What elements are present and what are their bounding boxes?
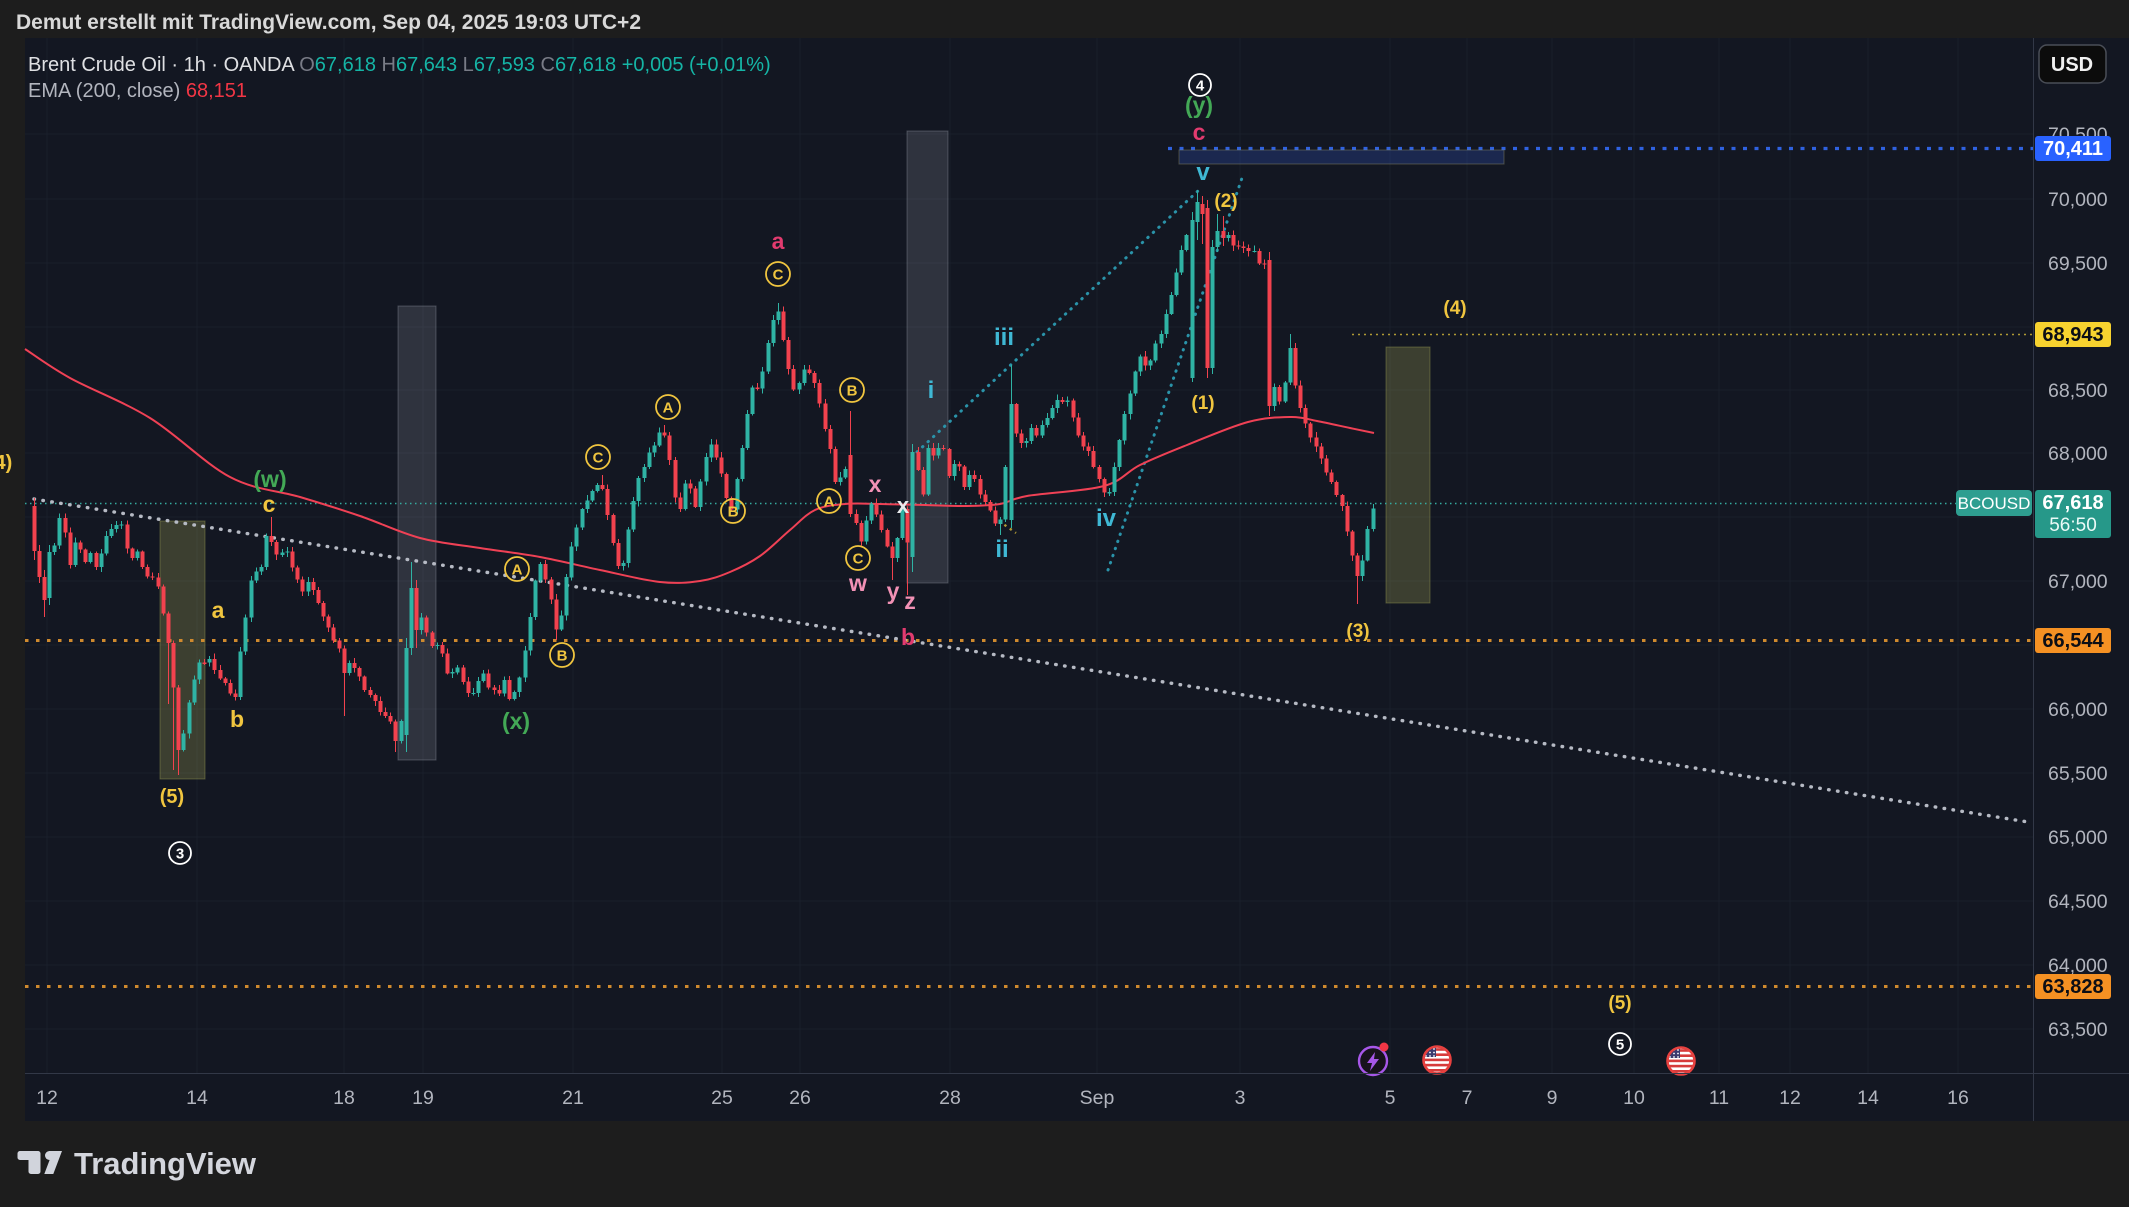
- svg-text:iii: iii: [994, 324, 1014, 351]
- svg-text:28: 28: [939, 1087, 961, 1109]
- svg-text:B: B: [847, 382, 858, 399]
- svg-text:67,618: 67,618: [2042, 492, 2103, 514]
- svg-text:TradingView: TradingView: [74, 1146, 257, 1181]
- svg-text:5: 5: [1616, 1037, 1624, 1054]
- svg-text:y: y: [887, 578, 900, 604]
- svg-text:18: 18: [333, 1087, 355, 1109]
- svg-text:EMA (200, close) 68,151: EMA (200, close) 68,151: [28, 80, 247, 102]
- svg-text:b: b: [230, 706, 244, 732]
- svg-text:B: B: [557, 647, 568, 664]
- svg-text:7: 7: [1462, 1087, 1473, 1109]
- svg-text:21: 21: [562, 1087, 584, 1109]
- svg-text:63,828: 63,828: [2042, 976, 2103, 998]
- svg-text:68,500: 68,500: [2048, 380, 2108, 402]
- svg-text:63,500: 63,500: [2048, 1019, 2108, 1041]
- svg-text:65,000: 65,000: [2048, 827, 2108, 849]
- svg-text:65,500: 65,500: [2048, 763, 2108, 785]
- svg-text:(4): (4): [1443, 298, 1466, 319]
- svg-text:11: 11: [1709, 1087, 1729, 1109]
- svg-text:(5): (5): [1608, 993, 1631, 1014]
- svg-text:a: a: [772, 228, 785, 254]
- svg-text:(x): (x): [502, 708, 530, 734]
- svg-text:3: 3: [176, 846, 184, 863]
- svg-text:c: c: [263, 491, 276, 517]
- svg-text:69,500: 69,500: [2048, 253, 2108, 275]
- svg-text:Sep: Sep: [1080, 1087, 1115, 1109]
- svg-text:26: 26: [789, 1087, 811, 1109]
- svg-text:14: 14: [186, 1087, 208, 1109]
- svg-text:(5): (5): [160, 786, 184, 808]
- svg-text:(2): (2): [1214, 191, 1237, 212]
- svg-text:c: c: [1193, 119, 1206, 145]
- svg-text:v: v: [1196, 159, 1210, 186]
- svg-text:70,000: 70,000: [2048, 189, 2108, 211]
- svg-text:(1): (1): [1191, 393, 1214, 414]
- svg-text:(4): (4): [0, 452, 12, 474]
- svg-text:b: b: [901, 624, 915, 650]
- svg-text:25: 25: [711, 1087, 733, 1109]
- svg-text:64,500: 64,500: [2048, 891, 2108, 913]
- svg-text:a: a: [212, 597, 225, 623]
- svg-text:C: C: [773, 266, 784, 283]
- svg-text:(w): (w): [253, 466, 286, 492]
- svg-text:19: 19: [412, 1087, 434, 1109]
- svg-text:BCOUSD: BCOUSD: [1958, 494, 2031, 513]
- svg-text:x: x: [897, 493, 910, 518]
- svg-text:B: B: [728, 503, 739, 520]
- svg-text:Brent Crude Oil · 1h · OANDA: Brent Crude Oil · 1h · OANDA O67,618 H67…: [28, 54, 771, 76]
- svg-text:12: 12: [1779, 1087, 1801, 1109]
- svg-text:C: C: [853, 550, 864, 567]
- svg-text:9: 9: [1547, 1087, 1558, 1109]
- svg-text:A: A: [663, 399, 674, 416]
- svg-text:z: z: [904, 588, 916, 614]
- svg-text:66,544: 66,544: [2042, 630, 2104, 652]
- svg-text:14: 14: [1857, 1087, 1879, 1109]
- svg-text:ii: ii: [995, 536, 1008, 563]
- svg-text:iv: iv: [1096, 505, 1117, 532]
- svg-text:C: C: [593, 449, 604, 466]
- svg-text:68,943: 68,943: [2042, 324, 2103, 346]
- svg-text:56:50: 56:50: [2049, 515, 2097, 536]
- svg-text:i: i: [928, 377, 935, 404]
- svg-text:70,411: 70,411: [2043, 138, 2103, 160]
- svg-text:x: x: [869, 471, 882, 497]
- svg-text:A: A: [512, 561, 523, 578]
- svg-text:67,000: 67,000: [2048, 571, 2108, 593]
- svg-text:4: 4: [1196, 78, 1205, 95]
- svg-text:USD: USD: [2051, 54, 2093, 76]
- svg-text:(3): (3): [1346, 621, 1369, 642]
- svg-text:68,000: 68,000: [2048, 443, 2108, 465]
- svg-text:5: 5: [1385, 1087, 1396, 1109]
- svg-text:A: A: [824, 493, 835, 510]
- svg-text:w: w: [848, 570, 867, 596]
- svg-text:10: 10: [1623, 1087, 1645, 1109]
- svg-text:66,000: 66,000: [2048, 699, 2108, 721]
- svg-text:3: 3: [1235, 1087, 1246, 1109]
- svg-text:12: 12: [36, 1087, 58, 1109]
- svg-text:Demut erstellt mit TradingView: Demut erstellt mit TradingView.com, Sep …: [16, 11, 641, 34]
- svg-text:64,000: 64,000: [2048, 955, 2108, 977]
- svg-text:16: 16: [1947, 1087, 1969, 1109]
